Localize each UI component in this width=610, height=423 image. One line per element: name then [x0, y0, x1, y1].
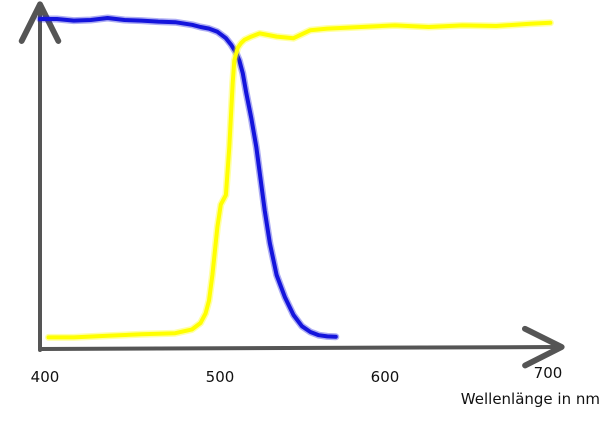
series-2-line — [46, 20, 553, 340]
series-layer — [36, 14, 554, 341]
x-tick-label-700: 700 — [534, 364, 563, 382]
series-1-shadow — [36, 14, 340, 341]
x-tick-label-400: 400 — [31, 368, 60, 386]
x-tick-label-600: 600 — [371, 368, 400, 386]
x-axis — [38, 325, 565, 369]
x-axis-label: Wellenlänge in nm — [461, 390, 600, 408]
series-2-shadow — [45, 19, 554, 341]
x-tick-label-500: 500 — [206, 368, 235, 386]
series-1-line — [38, 16, 338, 339]
x-tick-labels: 400 500 600 700 — [31, 364, 563, 386]
